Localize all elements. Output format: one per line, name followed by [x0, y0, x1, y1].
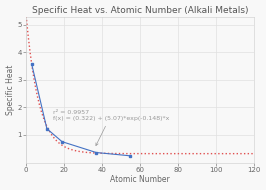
X-axis label: Atomic Number: Atomic Number — [110, 175, 170, 184]
Text: r² = 0.9957
f(x) = (0.322) + (5.07)*exp(-0.148)*x: r² = 0.9957 f(x) = (0.322) + (5.07)*exp(… — [53, 110, 169, 146]
Y-axis label: Specific Heat: Specific Heat — [6, 64, 15, 115]
Title: Specific Heat vs. Atomic Number (Alkali Metals): Specific Heat vs. Atomic Number (Alkali … — [32, 6, 248, 15]
